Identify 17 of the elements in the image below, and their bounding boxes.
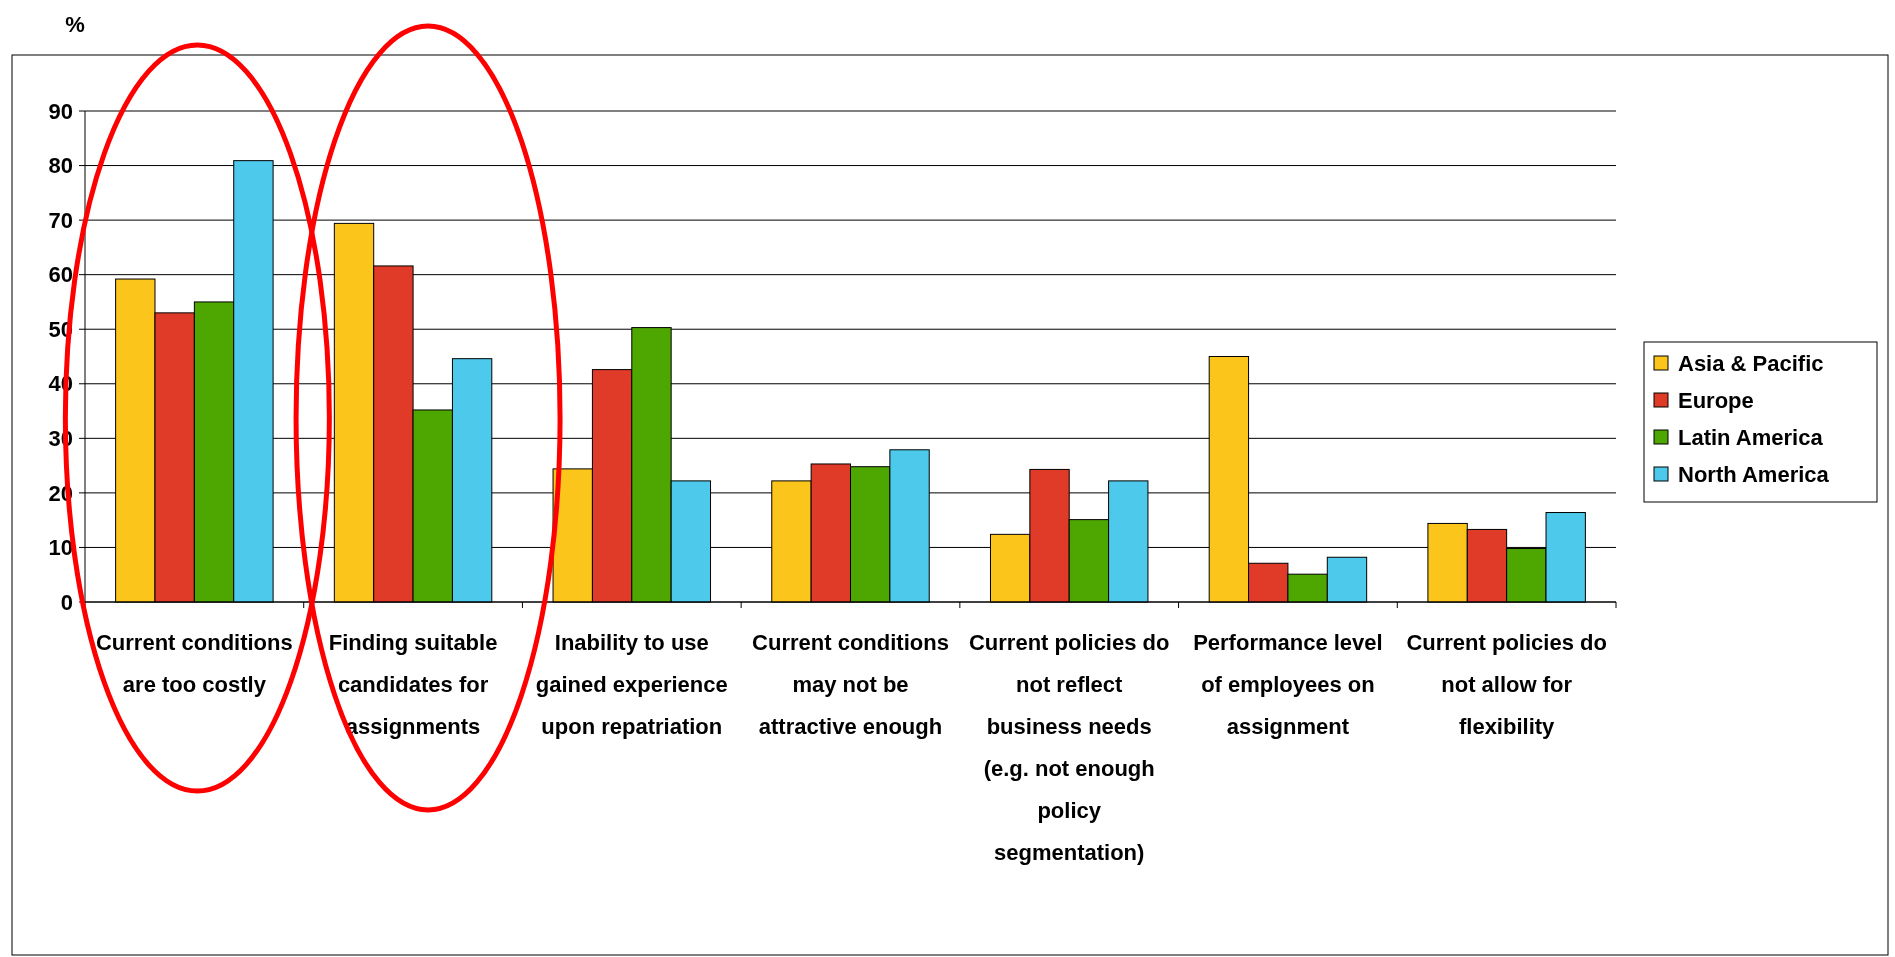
legend-label: Latin America — [1678, 424, 1824, 450]
y-tick-label: 80 — [48, 153, 73, 179]
legend-label: Asia & Pacific — [1678, 350, 1824, 376]
x-tick-label: Current conditions may not be attractive enough — [752, 630, 949, 739]
legend-label: Europe — [1678, 387, 1754, 413]
y-tick-label: 60 — [48, 262, 73, 288]
x-tick-label: Current policies do not reflect business needs (e.g. not enough policy segmentation) — [968, 630, 1170, 865]
legend-label: North America — [1678, 461, 1830, 487]
y-tick-label: 70 — [48, 207, 73, 233]
y-tick-label: 0 — [60, 589, 73, 615]
x-tick-label: Current conditions are too costly — [95, 630, 293, 697]
x-tick-label: Current policies do not allow for flexibility — [1406, 630, 1607, 739]
y-axis-title: % — [65, 12, 85, 37]
x-tick-label: Inability to use gained experience upon repatriation — [535, 630, 728, 739]
y-tick-label: 90 — [48, 98, 73, 124]
x-tick-label: Performance level of employees on assignment — [1193, 630, 1383, 739]
y-tick-label: 10 — [48, 535, 73, 561]
